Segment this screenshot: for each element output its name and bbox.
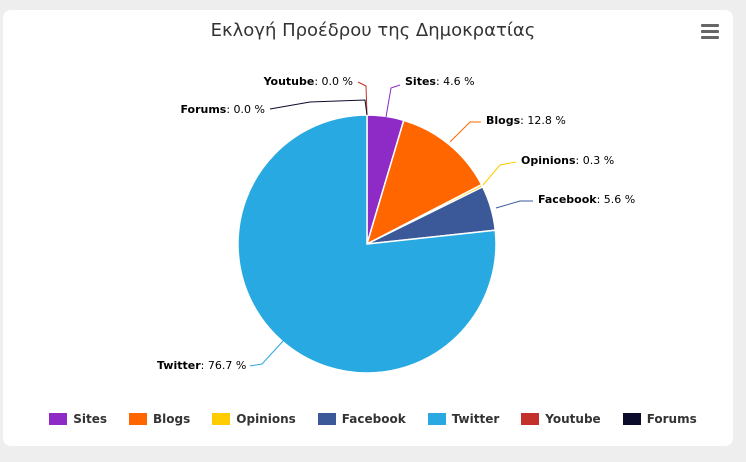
data-label-twitter: Twitter: 76.7 % — [157, 359, 246, 372]
legend-swatch-opinions — [212, 413, 231, 425]
legend-item-youtube[interactable]: Youtube — [521, 412, 601, 426]
data-label-forums: Forums: 0.0 % — [180, 103, 265, 116]
data-label-opinions: Opinions: 0.3 % — [521, 154, 614, 167]
connector-facebook — [495, 200, 533, 209]
connector-youtube — [357, 81, 368, 116]
legend-label-twitter: Twitter — [451, 412, 500, 426]
legend-label-youtube: Youtube — [545, 412, 601, 426]
legend-label-blogs: Blogs — [153, 412, 191, 426]
legend-swatch-twitter — [427, 413, 446, 425]
pie-slice-blogs[interactable] — [365, 119, 483, 246]
legend-swatch-youtube — [521, 413, 540, 425]
legend-item-blogs[interactable]: Blogs — [129, 412, 190, 426]
legend-label-sites: Sites — [73, 412, 108, 426]
legend-label-forums: Forums — [646, 412, 697, 426]
legend-item-sites[interactable]: Sites — [49, 412, 107, 426]
chart-title: Εκλογή Προέδρου της Δημοκρατίας — [210, 20, 536, 41]
pie-slice-twitter[interactable] — [237, 114, 497, 374]
legend-swatch-facebook — [317, 413, 336, 425]
connector-forums — [269, 99, 368, 116]
data-label-youtube: Youtube: 0.0 % — [263, 75, 353, 88]
connector-opinions — [482, 161, 517, 186]
hamburger-menu-icon[interactable] — [698, 24, 722, 44]
legend-item-forums[interactable]: Forums — [622, 412, 697, 426]
connector-sites — [385, 84, 401, 118]
legend-swatch-forums — [622, 413, 641, 425]
legend-swatch-sites — [49, 413, 68, 425]
legend-item-opinions[interactable]: Opinions — [212, 412, 296, 426]
data-label-blogs: Blogs: 12.8 % — [486, 114, 566, 127]
connector-twitter — [249, 339, 285, 367]
legend-item-facebook[interactable]: Facebook — [317, 412, 406, 426]
chart-legend: Sites Blogs Opinions Facebook Twitter Youtube… — [0, 412, 746, 426]
data-label-facebook: Facebook: 5.6 % — [538, 193, 635, 206]
data-label-sites: Sites: 4.6 % — [405, 75, 475, 88]
connector-blogs — [449, 121, 481, 143]
legend-label-facebook: Facebook — [341, 412, 406, 426]
legend-swatch-blogs — [129, 413, 148, 425]
legend-label-opinions: Opinions — [236, 412, 296, 426]
legend-item-twitter[interactable]: Twitter — [427, 412, 500, 426]
